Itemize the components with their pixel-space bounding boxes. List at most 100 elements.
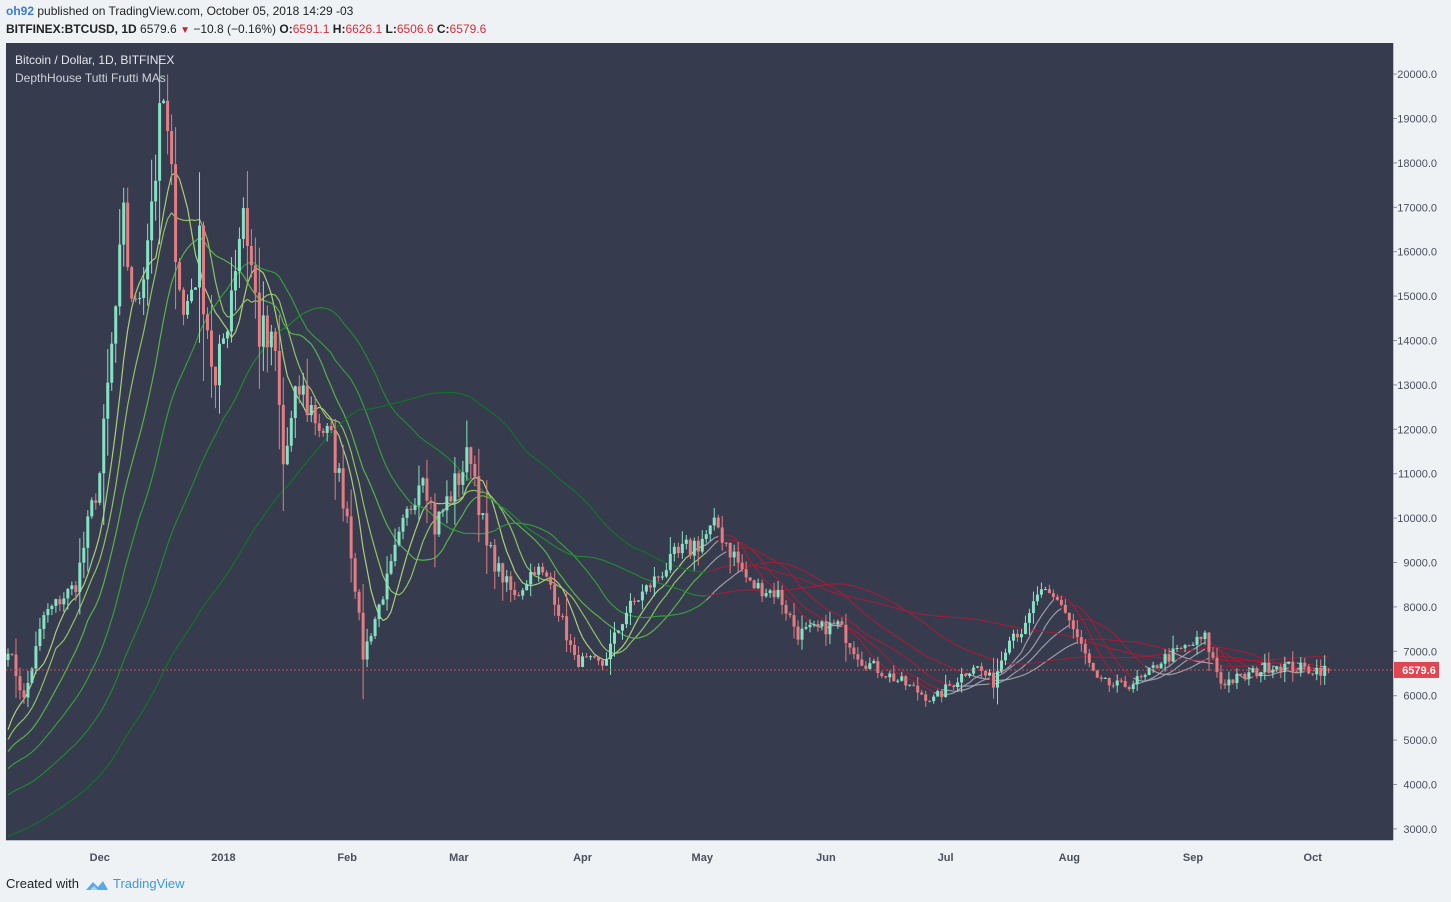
candle xyxy=(501,562,505,601)
candle xyxy=(848,643,852,655)
candle xyxy=(928,699,932,703)
candle xyxy=(293,385,297,439)
candle xyxy=(98,471,102,506)
candle xyxy=(628,593,632,626)
candle xyxy=(58,595,62,612)
y-tick-label: 20000.0 xyxy=(1397,69,1437,81)
price-chart[interactable]: 3000.0 4000.0 5000.0 6000.0 7000.0 8000.0 9000… xyxy=(6,43,1446,867)
candle xyxy=(537,563,541,582)
candle xyxy=(784,600,788,621)
candle xyxy=(18,667,22,700)
candle xyxy=(281,377,285,512)
low-value: 6506.6 xyxy=(396,22,434,36)
author-link[interactable]: oh92 xyxy=(6,4,35,18)
candle xyxy=(469,446,473,479)
chart-container[interactable]: 3000.0 4000.0 5000.0 6000.0 7000.0 8000.0 9000… xyxy=(6,43,1446,867)
candle xyxy=(601,658,605,671)
tradingview-logo-icon[interactable] xyxy=(85,878,109,892)
chart-background xyxy=(6,43,1393,840)
candle xyxy=(54,598,58,613)
candle xyxy=(489,541,493,549)
y-tick-label: 4000.0 xyxy=(1403,779,1437,791)
candle xyxy=(840,617,844,625)
tradingview-link[interactable]: TradingView xyxy=(112,876,185,891)
candle xyxy=(880,671,884,679)
candle xyxy=(748,577,752,582)
candle xyxy=(856,647,860,668)
candle xyxy=(896,679,900,684)
candle xyxy=(1219,665,1223,690)
time-scale[interactable] xyxy=(6,840,1446,867)
candle xyxy=(249,229,253,278)
candle xyxy=(1111,682,1115,689)
candle xyxy=(960,667,964,693)
candle xyxy=(82,531,86,578)
candle xyxy=(353,552,357,599)
candle xyxy=(1000,651,1004,674)
candle xyxy=(333,418,337,500)
candle xyxy=(1283,656,1287,683)
x-tick-label: Feb xyxy=(337,852,357,864)
candle xyxy=(1223,679,1227,690)
candle xyxy=(517,592,521,597)
x-tick-label: Oct xyxy=(1304,852,1323,864)
candle xyxy=(740,554,744,572)
candle xyxy=(1199,636,1203,645)
candle xyxy=(557,597,561,622)
candle xyxy=(988,669,992,677)
candle xyxy=(1007,636,1011,655)
candle xyxy=(221,333,225,345)
candle xyxy=(744,561,748,583)
candle xyxy=(732,544,736,567)
y-tick-label: 14000.0 xyxy=(1397,335,1437,347)
candle xyxy=(1291,651,1295,682)
candle xyxy=(700,530,704,554)
candle xyxy=(852,641,856,660)
candle xyxy=(684,535,688,550)
high-label: H: xyxy=(332,22,346,36)
candle xyxy=(529,563,533,597)
candle xyxy=(337,463,341,482)
candle xyxy=(1239,673,1243,676)
candle xyxy=(964,673,968,678)
candle xyxy=(597,656,601,666)
candle xyxy=(233,249,237,311)
candle xyxy=(50,604,54,616)
candle xyxy=(425,459,429,524)
candle xyxy=(1295,669,1299,673)
footer: Created with TradingView xyxy=(6,876,185,892)
candle xyxy=(1119,677,1123,684)
candle xyxy=(154,154,158,221)
candle xyxy=(656,575,660,582)
candle xyxy=(1155,664,1159,669)
y-tick-label: 18000.0 xyxy=(1397,158,1437,170)
candle xyxy=(1059,595,1063,607)
candle xyxy=(417,465,421,522)
candle xyxy=(78,538,82,615)
candle xyxy=(485,480,489,574)
candle xyxy=(860,651,864,667)
candle xyxy=(984,669,988,680)
candle xyxy=(465,420,469,481)
candle xyxy=(696,536,700,566)
price-scale[interactable] xyxy=(1393,43,1446,867)
candle xyxy=(992,657,996,699)
candle xyxy=(26,670,30,708)
candle xyxy=(150,159,154,274)
candle xyxy=(1299,657,1303,677)
candle xyxy=(261,281,265,372)
candle xyxy=(321,427,325,437)
candle xyxy=(996,658,1000,705)
indicator-title[interactable]: DepthHouse Tutti Frutti MAs xyxy=(15,71,166,85)
candle xyxy=(704,530,708,544)
candle xyxy=(553,570,557,616)
candle xyxy=(788,611,792,618)
candle xyxy=(712,507,716,531)
y-tick-label: 3000.0 xyxy=(1403,824,1437,836)
candle xyxy=(457,470,461,498)
candle xyxy=(1179,646,1183,650)
candle xyxy=(545,570,549,578)
candle xyxy=(816,620,820,632)
down-triangle-icon: ▼ xyxy=(180,25,190,36)
candle xyxy=(1151,661,1155,673)
